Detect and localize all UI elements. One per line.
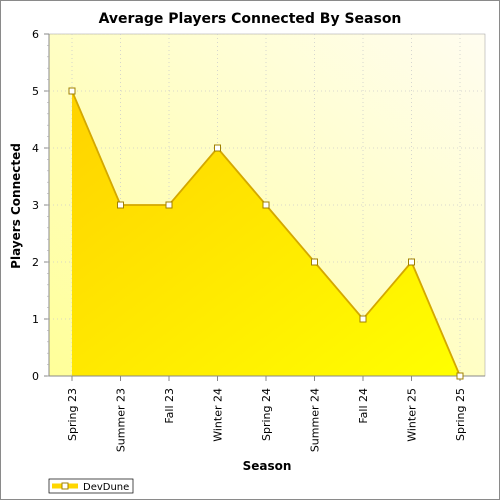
x-tick-label: Summer 24 (309, 388, 322, 452)
x-axis: Spring 23 Summer 23 Fall 23 Winter 24 Spring… (49, 375, 485, 452)
data-point-marker (359, 315, 367, 323)
data-point-marker (456, 372, 464, 380)
x-tick-label: Winter 25 (406, 388, 419, 442)
series-area (72, 91, 460, 376)
y-tick-label: 2 (32, 256, 39, 269)
legend-label: DevDune (83, 482, 129, 493)
data-point-marker (117, 201, 124, 209)
y-tick-label: 4 (32, 142, 39, 155)
y-axis: 0 1 2 3 4 5 6 (32, 28, 50, 383)
legend-box (48, 478, 134, 494)
data-point-marker (408, 258, 415, 266)
y-tick-label: 5 (32, 85, 39, 98)
chart-title: Average Players Connected By Season (99, 11, 402, 27)
x-tick-label: Spring 23 (66, 388, 79, 441)
x-tick-label: Winter 24 (212, 388, 225, 442)
data-point-marker (165, 201, 173, 209)
data-point-marker (68, 87, 76, 95)
data-point-marker (214, 144, 221, 152)
y-axis-title: Players Connected (9, 143, 23, 269)
y-tick-label: 3 (32, 199, 39, 212)
legend: DevDune (48, 478, 134, 494)
x-axis-title: Season (243, 459, 292, 473)
y-tick-label: 1 (32, 313, 39, 326)
x-tick-label: Spring 25 (454, 388, 467, 441)
x-tick-label: Fall 23 (163, 388, 176, 424)
data-point-marker (311, 258, 318, 266)
x-tick-label: Fall 24 (357, 388, 370, 424)
y-tick-label: 0 (32, 370, 39, 383)
x-tick-label: Spring 24 (260, 388, 273, 441)
series-marker-layer (68, 87, 464, 380)
y-tick-label: 6 (32, 28, 39, 41)
legend-swatch-marker (61, 482, 69, 490)
x-tick-label: Summer 23 (115, 388, 128, 452)
data-point-marker (262, 201, 270, 209)
